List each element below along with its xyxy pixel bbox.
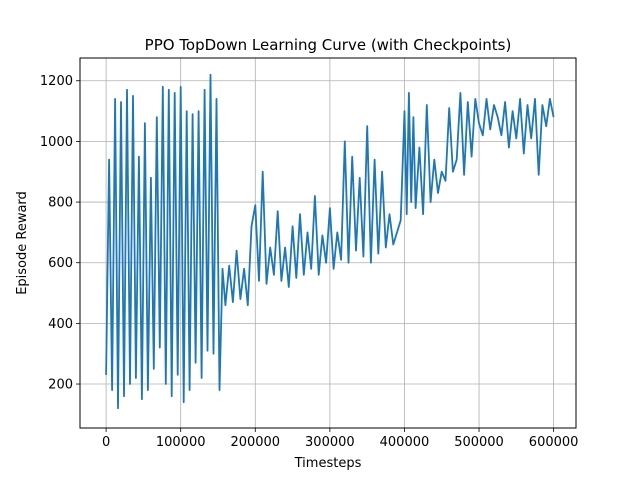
x-tick-label: 300000 [305, 435, 355, 450]
series-layer [105, 73, 555, 410]
y-axis-title: Episode Reward [15, 191, 30, 295]
axis-ticks: 0 100000 200000 300000 400000 500000 600000 200… [40, 74, 579, 450]
x-axis-title: Timesteps [294, 456, 362, 471]
y-tick-label: 800 [48, 196, 73, 211]
y-tick-label: 600 [48, 256, 73, 271]
y-tick-label: 1200 [40, 74, 73, 89]
plot-frame [79, 57, 577, 429]
x-tick-label: 400000 [380, 435, 430, 450]
chart-title: PPO TopDown Learning Curve (with Checkpo… [145, 36, 512, 54]
y-tick-label: 200 [48, 378, 73, 393]
x-tick-label: 100000 [156, 435, 206, 450]
series-line-0 [105, 73, 555, 410]
x-tick-label: 600000 [529, 435, 579, 450]
x-tick-label: 200000 [230, 435, 280, 450]
x-tick-label: 500000 [454, 435, 504, 450]
y-tick-label: 1000 [40, 135, 73, 150]
y-tick-label: 400 [48, 317, 73, 332]
x-tick-label: 0 [102, 435, 110, 450]
